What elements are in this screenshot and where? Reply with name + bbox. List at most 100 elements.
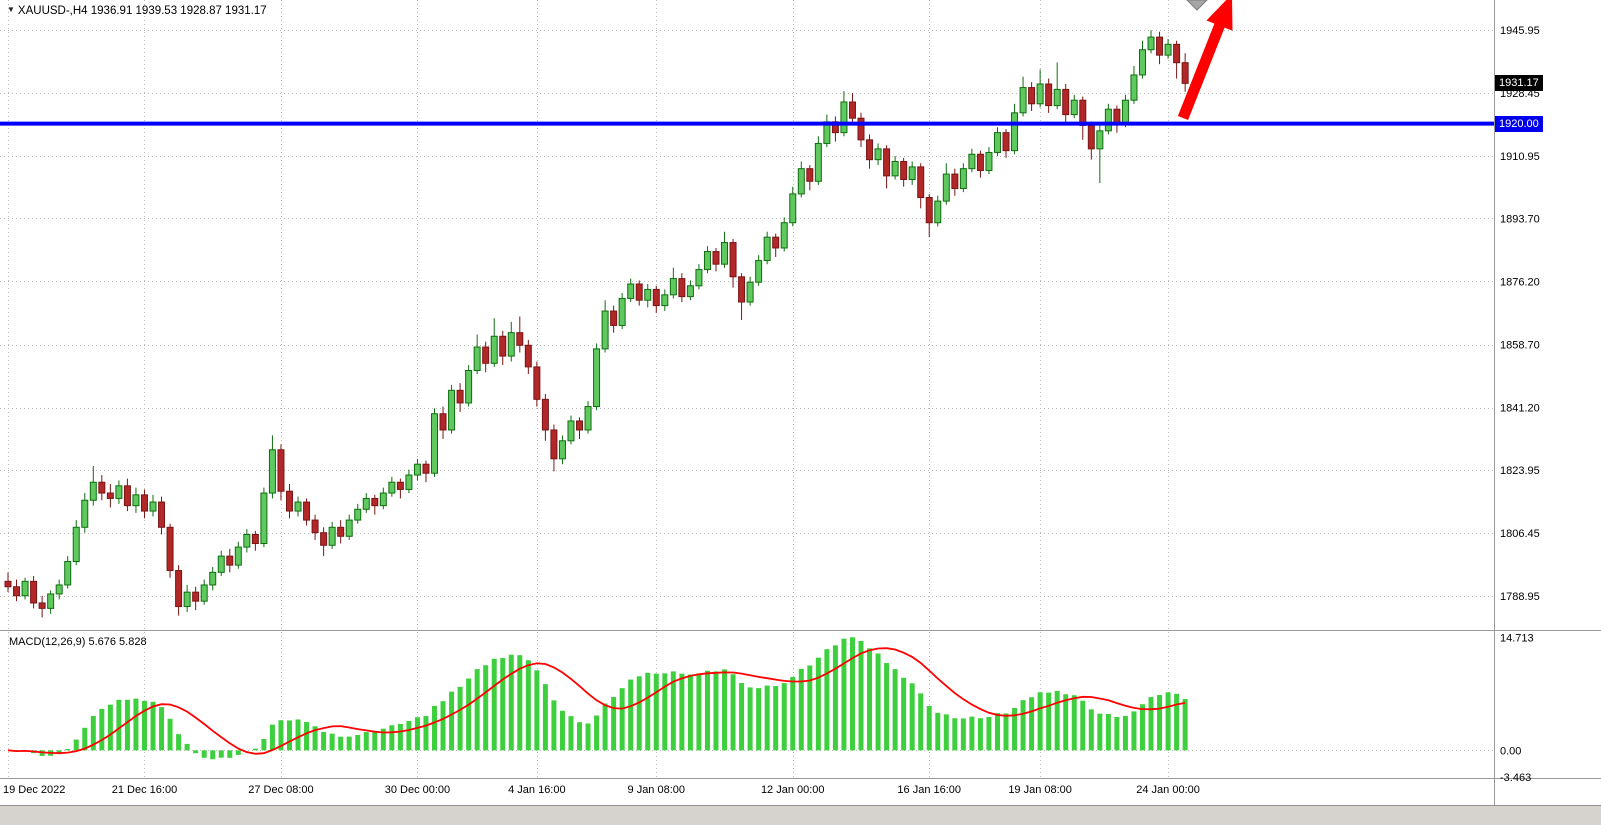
- candle-body: [1156, 36, 1164, 56]
- candle-body: [610, 310, 618, 326]
- macd-histogram-bar: [457, 686, 463, 751]
- candle-body: [1164, 43, 1172, 56]
- macd-axis-label: 0.00: [1500, 745, 1521, 757]
- candle-body: [183, 591, 191, 608]
- macd-histogram-bar: [269, 724, 275, 751]
- candle-body: [21, 580, 29, 597]
- candle-body: [772, 236, 780, 249]
- candle-body: [533, 366, 541, 400]
- macd-histogram-bar: [687, 674, 693, 751]
- time-axis-label: 24 Jan 00:00: [1136, 784, 1200, 796]
- top-marker-icon[interactable]: [1186, 0, 1208, 11]
- candle-body: [814, 142, 822, 182]
- candle-body: [413, 463, 421, 476]
- candle-body: [959, 168, 967, 189]
- macd-histogram-bar: [611, 696, 617, 751]
- candle-body: [431, 413, 438, 474]
- macd-histogram-bar: [466, 678, 472, 751]
- macd-histogram-bar: [739, 683, 745, 751]
- candle-body: [1121, 99, 1129, 125]
- candle-body: [175, 570, 183, 608]
- macd-histogram-bar: [577, 722, 583, 751]
- candle-body: [55, 584, 63, 595]
- candle-body: [797, 168, 805, 195]
- macd-signal-line: [7, 647, 1186, 755]
- candle-body: [661, 294, 669, 307]
- price-axis-label: 1876.20: [1500, 276, 1540, 288]
- macd-histogram-bar: [619, 688, 625, 751]
- candle-body: [123, 485, 131, 507]
- candle-body: [618, 297, 626, 326]
- macd-histogram-bar: [867, 648, 873, 751]
- macd-histogram: [14, 637, 1188, 760]
- candle-body: [951, 173, 959, 189]
- up-arrow-annotation[interactable]: [1177, 0, 1233, 120]
- candle-body: [576, 420, 584, 431]
- macd-histogram-bar: [730, 674, 736, 751]
- candle-body: [806, 168, 814, 182]
- candle-body: [1070, 99, 1078, 116]
- candle-body: [149, 501, 157, 512]
- candle-body: [917, 166, 925, 199]
- macd-histogram-bar: [133, 698, 139, 751]
- candle-body: [686, 285, 694, 298]
- macd-histogram-bar: [517, 655, 523, 751]
- macd-histogram-bar: [628, 679, 634, 751]
- macd-histogram-bar: [73, 739, 79, 751]
- candle-body: [490, 335, 498, 364]
- macd-histogram-bar: [764, 685, 770, 751]
- candle-body: [678, 278, 686, 298]
- macd-histogram-bar: [227, 750, 233, 758]
- macd-histogram-bar: [278, 720, 284, 751]
- macd-histogram-bar: [559, 710, 565, 751]
- candle-body: [968, 153, 976, 170]
- macd-histogram-bar: [679, 673, 685, 751]
- macd-histogram-bar: [235, 750, 241, 755]
- macd-histogram-bar: [1020, 700, 1026, 751]
- candle-body: [652, 288, 660, 307]
- macd-histogram-bar: [713, 671, 719, 751]
- candle-body: [635, 283, 643, 301]
- macd-histogram-bar: [286, 720, 292, 751]
- macd-histogram-bar: [645, 672, 651, 751]
- macd-histogram-bar: [90, 715, 96, 751]
- candle-body: [1104, 108, 1112, 132]
- macd-histogram-bar: [1114, 716, 1120, 751]
- macd-histogram-bar: [380, 728, 386, 751]
- pane-separators: [0, 0, 1601, 806]
- macd-histogram-bar: [99, 708, 105, 751]
- candle-body: [669, 278, 677, 296]
- candle-body: [874, 148, 882, 161]
- candle-body: [1096, 130, 1104, 150]
- macd-histogram-bar: [312, 726, 318, 751]
- macd-histogram-bar: [508, 654, 514, 751]
- price-axis-label: 1858.70: [1500, 340, 1540, 352]
- macd-histogram-bar: [474, 669, 480, 751]
- bottom-strip: [0, 805, 1601, 825]
- macd-histogram-bar: [491, 658, 497, 751]
- macd-histogram-bar: [636, 676, 642, 751]
- macd-histogram-bar: [670, 671, 676, 751]
- macd-histogram-bar: [884, 663, 890, 751]
- candle-body: [550, 429, 558, 460]
- macd-histogram-bar: [65, 749, 71, 751]
- macd-histogram-bar: [525, 660, 531, 751]
- candle-body: [541, 398, 549, 431]
- chart-dropdown-icon[interactable]: ▼: [7, 5, 15, 14]
- candle-body: [1019, 87, 1027, 114]
- candle-body: [1113, 108, 1121, 125]
- candle-body: [1087, 124, 1095, 150]
- price-axis-label: 1945.95: [1500, 25, 1540, 37]
- macd-histogram-bar: [1148, 697, 1154, 751]
- macd-histogram-bar: [534, 670, 540, 751]
- candle-body: [584, 406, 592, 431]
- macd-histogram-bar: [389, 725, 395, 751]
- price-axis-label: 1806.45: [1500, 528, 1540, 540]
- time-axis-label: 27 Dec 08:00: [248, 784, 313, 796]
- macd-histogram-bar: [176, 734, 182, 751]
- time-axis-label: 21 Dec 16:00: [112, 784, 177, 796]
- macd-histogram-bar: [756, 688, 762, 751]
- macd-histogram-bar: [159, 707, 165, 751]
- chart-canvas[interactable]: 1945.951928.451910.951893.701876.201858.…: [0, 0, 1601, 806]
